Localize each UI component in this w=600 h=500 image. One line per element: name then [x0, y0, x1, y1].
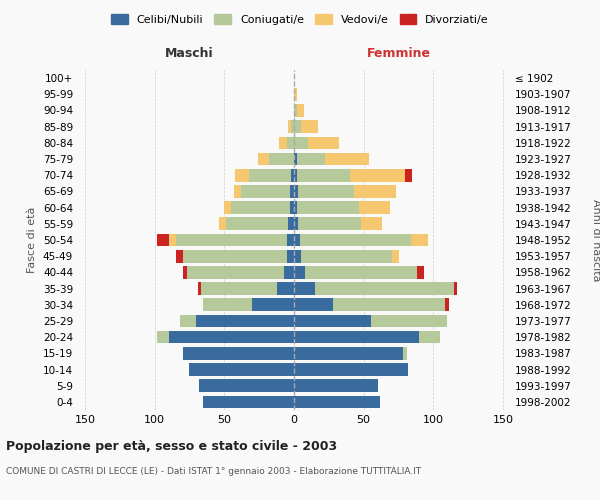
Bar — [200, 282, 277, 295]
Bar — [289, 120, 291, 133]
Y-axis label: Anni di nascita: Anni di nascita — [591, 198, 600, 281]
Bar — [290, 185, 294, 198]
Bar — [297, 169, 350, 181]
Bar — [219, 218, 226, 230]
Text: Popolazione per età, sesso e stato civile - 2003: Popolazione per età, sesso e stato civil… — [6, 440, 337, 453]
Bar — [176, 234, 287, 246]
Bar — [294, 363, 408, 376]
Bar — [277, 282, 294, 295]
Bar — [294, 250, 301, 262]
Bar — [298, 185, 354, 198]
Text: Maschi: Maschi — [165, 48, 214, 60]
Y-axis label: Fasce di età: Fasce di età — [28, 207, 37, 273]
Bar — [294, 298, 333, 311]
Bar — [294, 152, 297, 166]
Bar — [297, 202, 359, 214]
Bar — [294, 218, 298, 230]
Bar — [294, 88, 297, 101]
Bar — [252, 298, 294, 311]
Bar — [157, 331, 169, 344]
Bar — [199, 380, 294, 392]
Bar — [224, 202, 231, 214]
Bar — [291, 169, 294, 181]
Bar — [299, 234, 411, 246]
Bar — [371, 314, 447, 328]
Legend: Celibi/Nubili, Coniugati/e, Vedovi/e, Divorziati/e: Celibi/Nubili, Coniugati/e, Vedovi/e, Di… — [108, 10, 492, 28]
Bar — [361, 218, 382, 230]
Bar — [234, 185, 241, 198]
Bar — [294, 347, 403, 360]
Bar — [250, 169, 291, 181]
Bar — [182, 250, 287, 262]
Bar — [333, 298, 445, 311]
Bar — [290, 202, 294, 214]
Bar — [301, 250, 392, 262]
Bar — [305, 266, 416, 278]
Bar — [190, 363, 294, 376]
Bar — [291, 120, 294, 133]
Bar — [231, 202, 290, 214]
Bar — [278, 136, 287, 149]
Bar — [419, 331, 440, 344]
Bar — [294, 120, 301, 133]
Bar — [196, 314, 294, 328]
Bar — [258, 152, 269, 166]
Bar — [301, 120, 317, 133]
Bar — [445, 298, 449, 311]
Text: Femmine: Femmine — [367, 48, 431, 60]
Bar — [294, 380, 377, 392]
Bar — [182, 347, 294, 360]
Bar — [182, 266, 187, 278]
Bar — [269, 152, 294, 166]
Bar — [294, 169, 297, 181]
Bar — [354, 185, 396, 198]
Bar — [403, 347, 407, 360]
Bar — [325, 152, 369, 166]
Bar — [294, 266, 305, 278]
Bar — [180, 314, 196, 328]
Bar — [289, 218, 294, 230]
Bar — [294, 185, 298, 198]
Bar — [241, 185, 290, 198]
Bar — [294, 104, 297, 117]
Bar — [294, 282, 315, 295]
Bar — [406, 169, 412, 181]
Bar — [294, 136, 308, 149]
Bar — [411, 234, 428, 246]
Bar — [235, 169, 250, 181]
Bar — [416, 266, 424, 278]
Bar — [284, 266, 294, 278]
Text: COMUNE DI CASTRI DI LECCE (LE) - Dati ISTAT 1° gennaio 2003 - Elaborazione TUTTI: COMUNE DI CASTRI DI LECCE (LE) - Dati IS… — [6, 468, 421, 476]
Bar — [294, 202, 297, 214]
Bar — [294, 234, 299, 246]
Bar — [203, 298, 252, 311]
Bar — [187, 266, 284, 278]
Bar — [287, 136, 294, 149]
Bar — [287, 234, 294, 246]
Bar — [157, 234, 169, 246]
Bar — [294, 314, 371, 328]
Bar — [287, 250, 294, 262]
Bar — [298, 218, 361, 230]
Bar — [454, 282, 457, 295]
Bar — [297, 104, 304, 117]
Bar — [294, 396, 380, 408]
Bar — [359, 202, 390, 214]
Bar — [297, 152, 325, 166]
Bar — [350, 169, 406, 181]
Bar — [392, 250, 398, 262]
Bar — [198, 282, 200, 295]
Bar — [315, 282, 454, 295]
Bar — [226, 218, 289, 230]
Bar — [203, 396, 294, 408]
Bar — [176, 250, 182, 262]
Bar — [169, 331, 294, 344]
Bar — [308, 136, 338, 149]
Bar — [169, 234, 176, 246]
Bar — [294, 331, 419, 344]
